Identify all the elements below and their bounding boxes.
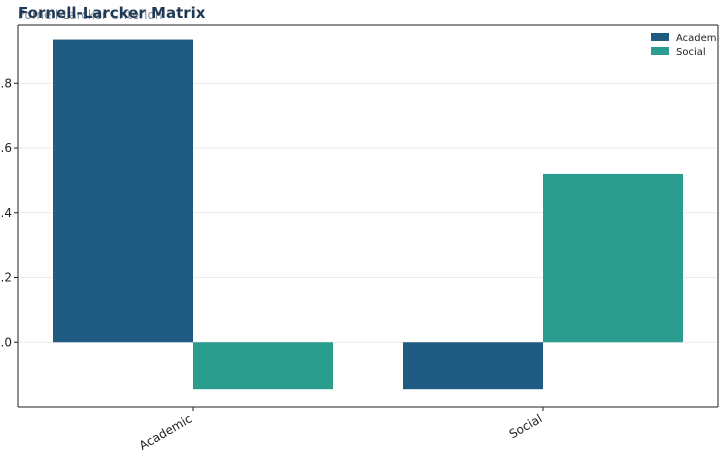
y-tick-label: .0: [1, 335, 12, 349]
y-tick-label: .6: [1, 141, 12, 155]
y-tick-label: .4: [1, 206, 12, 220]
legend-swatch-social: [651, 47, 669, 55]
y-tick-label: .8: [1, 76, 12, 90]
legend-label-academic: Academic: [676, 33, 720, 44]
bar-academic-academic: [53, 39, 193, 343]
chart-title: Fornell-Larcker Matrix: [18, 4, 206, 22]
bar-academic-social: [403, 342, 543, 390]
legend-label-social: Social: [676, 47, 706, 58]
bar-social-social: [543, 173, 683, 343]
chart-subtitle: Fornell-Larcker Criterion: [18, 8, 163, 22]
x-tick-label-social: Social: [507, 411, 545, 441]
bar-social-academic: [193, 342, 333, 390]
x-tick-label-academic: Academic: [137, 411, 195, 452]
y-tick-label: .2: [1, 271, 12, 285]
legend-swatch-academic: [651, 33, 669, 41]
